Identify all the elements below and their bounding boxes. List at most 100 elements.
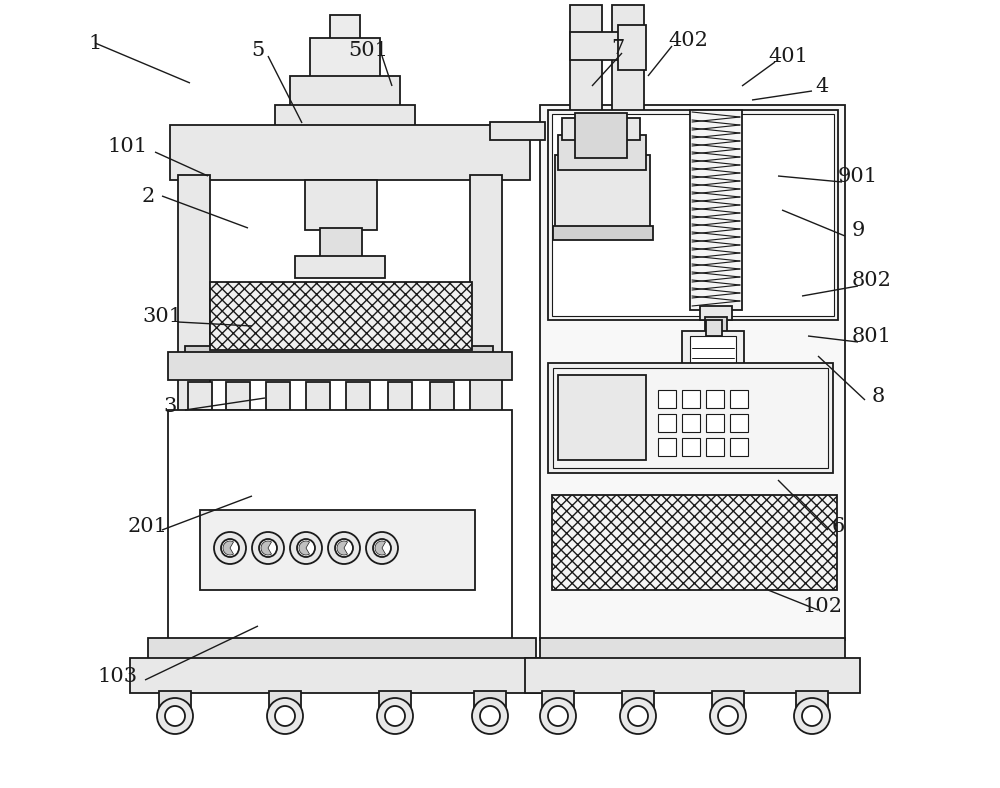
Circle shape	[259, 539, 277, 557]
Text: 2: 2	[141, 187, 155, 206]
Bar	[525, 658, 860, 693]
Circle shape	[275, 706, 295, 726]
Bar	[474, 691, 506, 716]
Bar	[540, 105, 845, 640]
Circle shape	[335, 539, 353, 557]
Bar	[570, 5, 602, 120]
Bar	[185, 346, 493, 360]
Bar	[490, 122, 545, 140]
Bar	[430, 382, 454, 410]
Bar	[542, 691, 574, 716]
Bar	[553, 368, 828, 468]
Text: 201: 201	[128, 516, 168, 536]
Bar	[552, 114, 834, 316]
Text: 802: 802	[852, 270, 892, 289]
Bar	[690, 110, 742, 310]
Text: 3: 3	[163, 396, 177, 415]
Bar	[540, 638, 845, 660]
Bar	[388, 382, 412, 410]
Bar	[159, 691, 191, 716]
Wedge shape	[337, 541, 348, 555]
Circle shape	[802, 706, 822, 726]
Text: 801: 801	[852, 326, 892, 345]
Bar	[658, 390, 676, 408]
Circle shape	[540, 698, 576, 734]
Bar	[346, 382, 370, 410]
Wedge shape	[299, 541, 310, 555]
Circle shape	[710, 698, 746, 734]
Bar	[306, 382, 330, 410]
Circle shape	[548, 706, 568, 726]
Circle shape	[718, 706, 738, 726]
Circle shape	[373, 539, 391, 557]
Circle shape	[620, 698, 656, 734]
Text: 101: 101	[108, 136, 148, 155]
Bar	[200, 510, 475, 590]
Text: 301: 301	[142, 307, 182, 325]
Bar	[168, 410, 512, 640]
Text: 901: 901	[838, 166, 878, 185]
Text: 5: 5	[251, 40, 265, 60]
Bar	[210, 282, 472, 350]
Bar	[295, 256, 385, 278]
Bar	[548, 363, 833, 473]
Bar	[612, 5, 644, 120]
Text: 9: 9	[851, 221, 865, 240]
Bar	[275, 105, 415, 140]
Bar	[269, 691, 301, 716]
Circle shape	[628, 706, 648, 726]
Text: 7: 7	[611, 39, 625, 58]
Circle shape	[366, 532, 398, 564]
Bar	[226, 382, 250, 410]
Bar	[682, 438, 700, 456]
Bar	[553, 226, 653, 240]
Text: 402: 402	[668, 31, 708, 50]
Bar	[730, 438, 748, 456]
Bar	[148, 638, 536, 660]
Text: 401: 401	[768, 46, 808, 65]
Bar	[706, 390, 724, 408]
Bar	[730, 414, 748, 432]
Text: 1: 1	[88, 34, 102, 53]
Circle shape	[252, 532, 284, 564]
Bar	[712, 691, 744, 716]
Bar	[168, 352, 512, 380]
Bar	[658, 414, 676, 432]
Circle shape	[377, 698, 413, 734]
Bar	[706, 414, 724, 432]
Bar	[558, 375, 646, 460]
Bar	[706, 438, 724, 456]
Circle shape	[297, 539, 315, 557]
Bar	[305, 180, 377, 230]
Bar	[570, 32, 645, 60]
Bar	[558, 135, 646, 170]
Bar	[290, 76, 400, 108]
Bar	[320, 228, 362, 260]
Bar	[658, 438, 676, 456]
Bar	[188, 382, 212, 410]
Wedge shape	[375, 541, 386, 555]
Bar	[575, 113, 627, 158]
Circle shape	[385, 706, 405, 726]
Bar	[330, 15, 360, 40]
Text: 102: 102	[802, 597, 842, 615]
Bar	[730, 390, 748, 408]
Text: 6: 6	[831, 516, 845, 536]
Bar	[682, 390, 700, 408]
Circle shape	[214, 532, 246, 564]
Circle shape	[480, 706, 500, 726]
Circle shape	[794, 698, 830, 734]
Circle shape	[472, 698, 508, 734]
Bar	[705, 317, 727, 333]
Bar	[682, 414, 700, 432]
Bar	[470, 175, 502, 640]
Text: 8: 8	[871, 386, 885, 406]
Text: 103: 103	[98, 667, 138, 686]
Bar	[562, 118, 640, 140]
Bar	[622, 691, 654, 716]
Bar	[706, 320, 722, 336]
Bar	[555, 155, 650, 230]
Bar	[552, 495, 837, 590]
Bar	[548, 110, 838, 320]
Bar	[682, 331, 744, 383]
